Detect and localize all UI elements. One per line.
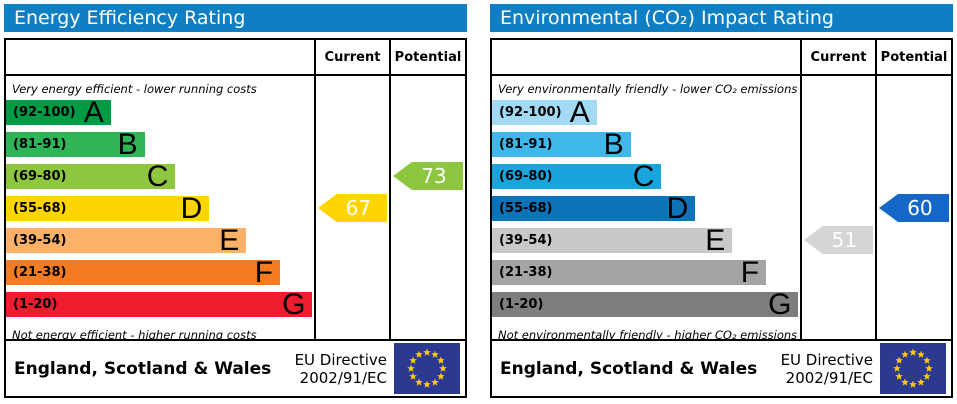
environmental-rating-table: Current Potential Very environmentally f…: [490, 38, 953, 398]
band-row-d: (55-68) D: [6, 192, 210, 225]
band-row-f: (21-38) F: [6, 256, 281, 289]
potential-column-header: Potential: [875, 40, 951, 74]
eu-directive-label: EU Directive 2002/91/EC: [781, 351, 873, 387]
band-row-b: (81-91) B: [6, 128, 145, 161]
environmental-table-body: Very environmentally friendly - lower CO…: [492, 76, 951, 339]
band-letter: E: [705, 224, 726, 257]
potential-value-column: 60: [875, 76, 951, 339]
current-rating-value: 67: [345, 196, 372, 220]
band-row-b: (81-91) B: [492, 128, 631, 161]
potential-rating-value: 73: [421, 164, 447, 188]
band-letter: D: [666, 192, 689, 225]
region-label: England, Scotland & Wales: [500, 358, 758, 379]
energy-table-body: Very energy efficient - lower running co…: [6, 76, 465, 339]
current-column-header: Current: [314, 40, 389, 74]
current-column-header: Current: [800, 40, 875, 74]
environmental-panel-title: Environmental (CO₂) Impact Rating: [490, 4, 953, 32]
bottom-caption: Not energy efficient - higher running co…: [12, 328, 257, 339]
potential-value-column: 73: [389, 76, 465, 339]
energy-table-header: Current Potential: [6, 40, 465, 76]
potential-rating-arrow: 60: [879, 194, 949, 222]
band-range: (55-68): [13, 201, 67, 216]
eu-flag-icon: [394, 343, 460, 394]
energy-panel-title: Energy Efficiency Rating: [4, 4, 467, 32]
band-letter: F: [740, 256, 760, 289]
band-range: (39-54): [13, 233, 67, 248]
bottom-caption: Not environmentally friendly - higher CO…: [498, 328, 798, 339]
band-row-e: (39-54) E: [492, 224, 733, 257]
energy-rating-table: Current Potential Very energy efficient …: [4, 38, 467, 398]
band-letter: A: [569, 96, 590, 129]
potential-column-header: Potential: [389, 40, 465, 74]
environmental-table-footer: England, Scotland & Wales EU Directive 2…: [492, 339, 951, 396]
band-letter: F: [254, 256, 274, 289]
band-range: (92-100): [499, 105, 562, 120]
environmental-impact-panel: Environmental (CO₂) Impact Rating Curren…: [490, 4, 953, 398]
energy-table-footer: England, Scotland & Wales EU Directive 2…: [6, 339, 465, 396]
band-row-a: (92-100) A: [6, 96, 111, 129]
band-letter: B: [117, 128, 138, 161]
eu-directive-line1: EU Directive: [780, 350, 873, 369]
eu-flag-icon: [880, 343, 946, 394]
energy-efficiency-panel: Energy Efficiency Rating Current Potenti…: [4, 4, 467, 398]
header-spacer: [492, 40, 800, 74]
eu-directive-line1: EU Directive: [294, 350, 387, 369]
current-rating-arrow: 51: [804, 226, 873, 254]
eu-directive-line2: 2002/91/EC: [299, 368, 387, 387]
band-letter: B: [603, 128, 624, 161]
band-range: (81-91): [499, 137, 553, 152]
band-range: (1-20): [13, 297, 58, 312]
band-row-c: (69-80) C: [492, 160, 662, 193]
band-range: (69-80): [499, 169, 553, 184]
top-caption: Very energy efficient - lower running co…: [12, 82, 257, 96]
band-range: (69-80): [13, 169, 67, 184]
band-row-f: (21-38) F: [492, 256, 767, 289]
band-letter: A: [83, 96, 104, 129]
region-label: England, Scotland & Wales: [14, 358, 272, 379]
band-row-a: (92-100) A: [492, 96, 597, 129]
band-range: (55-68): [499, 201, 553, 216]
band-range: (81-91): [13, 137, 67, 152]
current-value-column: 67: [314, 76, 389, 339]
energy-rating-scale: Very energy efficient - lower running co…: [6, 76, 314, 339]
potential-rating-value: 60: [907, 196, 933, 220]
band-letter: D: [180, 192, 203, 225]
potential-rating-arrow: 73: [393, 162, 463, 190]
band-range: (21-38): [13, 265, 67, 280]
band-row-e: (39-54) E: [6, 224, 247, 257]
band-row-c: (69-80) C: [6, 160, 176, 193]
band-letter: G: [282, 288, 306, 321]
band-letter: E: [219, 224, 240, 257]
current-value-column: 51: [800, 76, 875, 339]
band-range: (92-100): [13, 105, 76, 120]
band-row-g: (1-20) G: [6, 288, 313, 321]
band-row-d: (55-68) D: [492, 192, 696, 225]
current-rating-arrow: 67: [318, 194, 387, 222]
eu-directive-line2: 2002/91/EC: [785, 368, 873, 387]
band-letter: C: [146, 160, 169, 193]
current-rating-value: 51: [831, 228, 858, 252]
band-row-g: (1-20) G: [492, 288, 799, 321]
band-range: (1-20): [499, 297, 544, 312]
band-range: (39-54): [499, 233, 553, 248]
top-caption: Very environmentally friendly - lower CO…: [498, 82, 798, 96]
environmental-rating-scale: Very environmentally friendly - lower CO…: [492, 76, 800, 339]
eu-directive-label: EU Directive 2002/91/EC: [295, 351, 387, 387]
environmental-table-header: Current Potential: [492, 40, 951, 76]
band-range: (21-38): [499, 265, 553, 280]
band-letter: G: [768, 288, 792, 321]
header-spacer: [6, 40, 314, 74]
band-letter: C: [632, 160, 655, 193]
